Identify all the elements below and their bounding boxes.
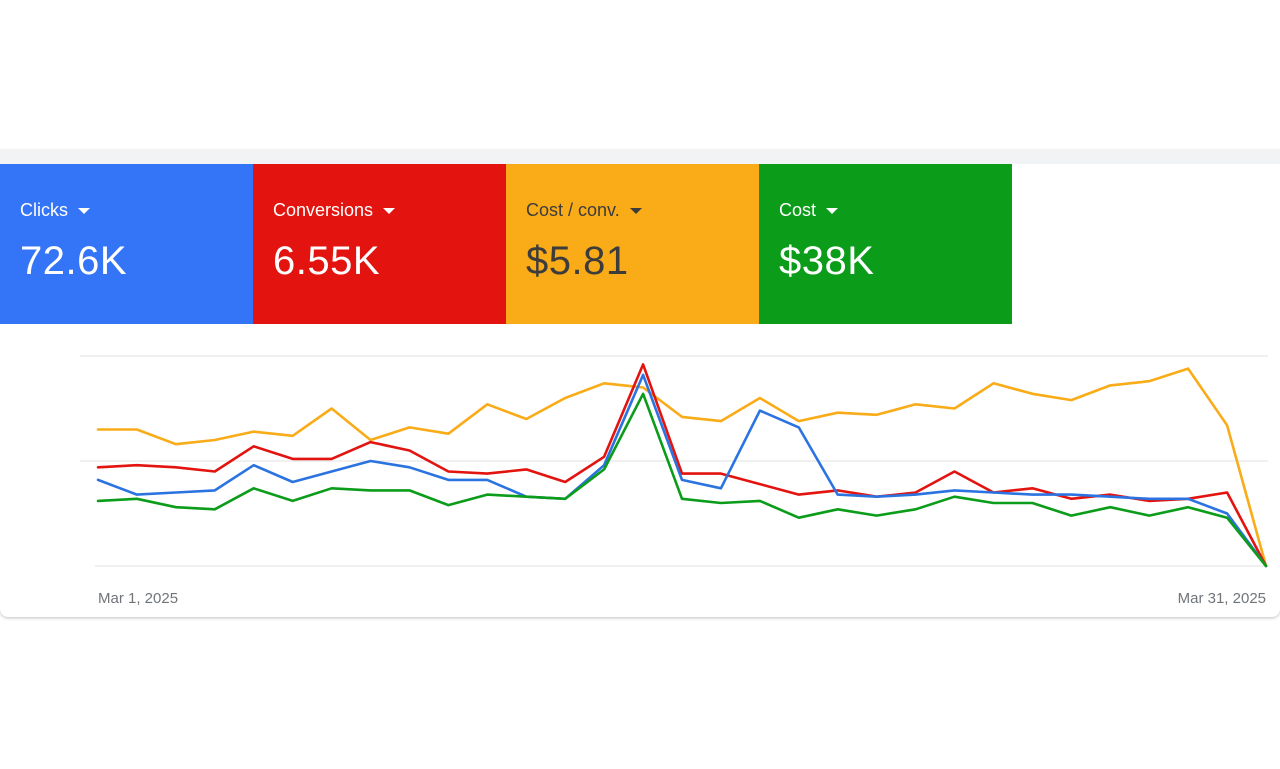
series-line-0 xyxy=(96,367,1268,568)
dropdown-caret-icon[interactable] xyxy=(78,207,90,214)
series-line-1 xyxy=(96,363,1268,568)
dropdown-caret-icon[interactable] xyxy=(629,207,642,214)
metric-selector[interactable]: Clicks xyxy=(20,200,233,221)
x-axis-end-label: Mar 31, 2025 xyxy=(1178,590,1266,607)
metric-value: 6.55K xyxy=(273,239,381,283)
chart-series xyxy=(96,363,1268,568)
metric-label: Cost xyxy=(779,200,817,220)
metric-tiles: Clicks 72.6K Conversions 6.55K Cost / co… xyxy=(0,164,1012,324)
series-line-3 xyxy=(96,392,1268,568)
dropdown-caret-icon[interactable] xyxy=(826,207,839,214)
metric-label: Cost / conv. xyxy=(526,200,620,220)
metric-selector[interactable]: Cost xyxy=(779,200,992,221)
metric-value: 72.6K xyxy=(20,239,128,283)
line-chart-svg: Mar 1, 2025 Mar 31, 2025 xyxy=(80,355,1268,607)
metric-label: Clicks xyxy=(20,200,68,220)
dropdown-caret-icon[interactable] xyxy=(383,207,396,214)
metric-value: $5.81 xyxy=(526,239,629,283)
line-chart: Mar 1, 2025 Mar 31, 2025 xyxy=(0,324,1280,624)
metric-selector[interactable]: Cost / conv. xyxy=(526,200,739,221)
metric-tile-cost[interactable]: Cost $38K xyxy=(759,164,1012,324)
performance-card: Clicks 72.6K Conversions 6.55K Cost / co… xyxy=(0,150,1280,617)
metric-tile-clicks[interactable]: Clicks 72.6K xyxy=(0,164,253,324)
metric-tile-cost-per-conv[interactable]: Cost / conv. $5.81 xyxy=(506,164,759,324)
metric-value: $38K xyxy=(779,239,875,283)
metric-tile-conversions[interactable]: Conversions 6.55K xyxy=(253,164,506,324)
series-line-2 xyxy=(96,373,1268,568)
metric-label: Conversions xyxy=(273,200,374,220)
metric-selector[interactable]: Conversions xyxy=(273,200,486,221)
x-axis-start-label: Mar 1, 2025 xyxy=(98,590,178,607)
